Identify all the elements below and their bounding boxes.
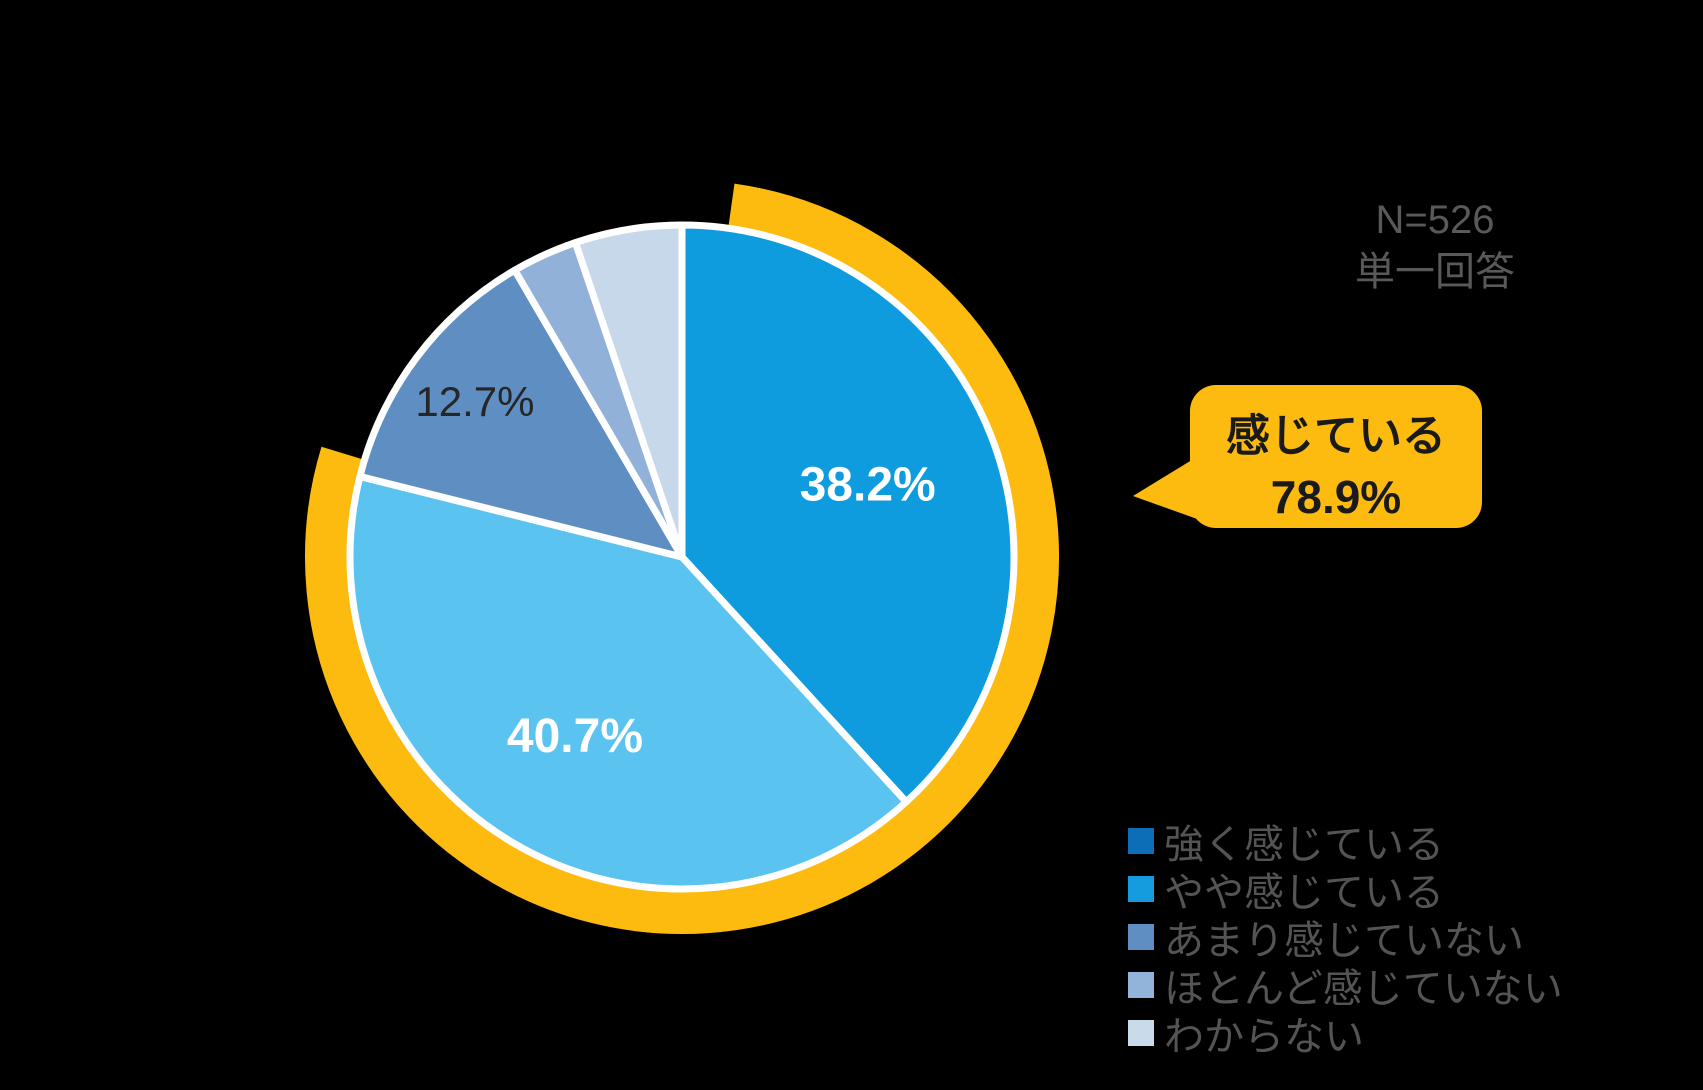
pie-slice-2 [356, 266, 686, 561]
slice-data-label-1: 40.7% [507, 710, 643, 763]
callout-value: 78.9% [1271, 471, 1401, 523]
pie [346, 221, 1018, 893]
legend-swatch-icon [1128, 972, 1154, 998]
slice-labels: 38.2% 40.7% 12.7% [415, 378, 935, 763]
legend-swatch-icon [1128, 828, 1154, 854]
pie-slice-1 [346, 472, 910, 893]
slice-data-label-2: 12.7% [415, 378, 534, 425]
legend-item: あまり感じていない [1128, 913, 1563, 963]
pie-slice-4 [571, 221, 686, 561]
slice-data-label-0: 38.2% [800, 458, 936, 511]
answer-type: 単一回答 [1355, 250, 1515, 294]
callout-bubble [1190, 385, 1482, 528]
legend: 強く感じている やや感じている あまり感じていない ほとんど感じていない わから… [1128, 817, 1563, 1059]
pie-slice-0 [678, 221, 1018, 806]
legend-swatch-icon [1128, 924, 1154, 950]
sample-size-note: N=526 単一回答 [1245, 194, 1625, 298]
legend-swatch-icon [1128, 1020, 1154, 1046]
highlight-ring [305, 183, 1059, 934]
legend-label: あまり感じていない [1164, 919, 1524, 963]
legend-label: やや感じている [1164, 871, 1444, 915]
legend-item: 強く感じている [1128, 817, 1563, 867]
callout-pointer-icon [1133, 455, 1200, 520]
legend-item: やや感じている [1128, 865, 1563, 915]
callout: 感じている 78.9% [1133, 385, 1482, 528]
highlight-ring-arc [305, 183, 1059, 934]
legend-swatch-icon [1128, 876, 1154, 902]
legend-label: ほとんど感じていない [1164, 967, 1563, 1011]
legend-label: 強く感じている [1164, 823, 1444, 867]
legend-label: わからない [1164, 1015, 1364, 1059]
sample-size: N=526 [1375, 198, 1495, 242]
legend-item: ほとんど感じていない [1128, 961, 1563, 1011]
callout-title: 感じている [1226, 412, 1446, 461]
legend-item: わからない [1128, 1009, 1563, 1059]
